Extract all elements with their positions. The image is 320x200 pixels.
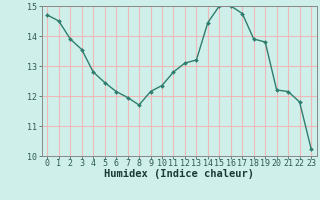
X-axis label: Humidex (Indice chaleur): Humidex (Indice chaleur): [104, 169, 254, 179]
